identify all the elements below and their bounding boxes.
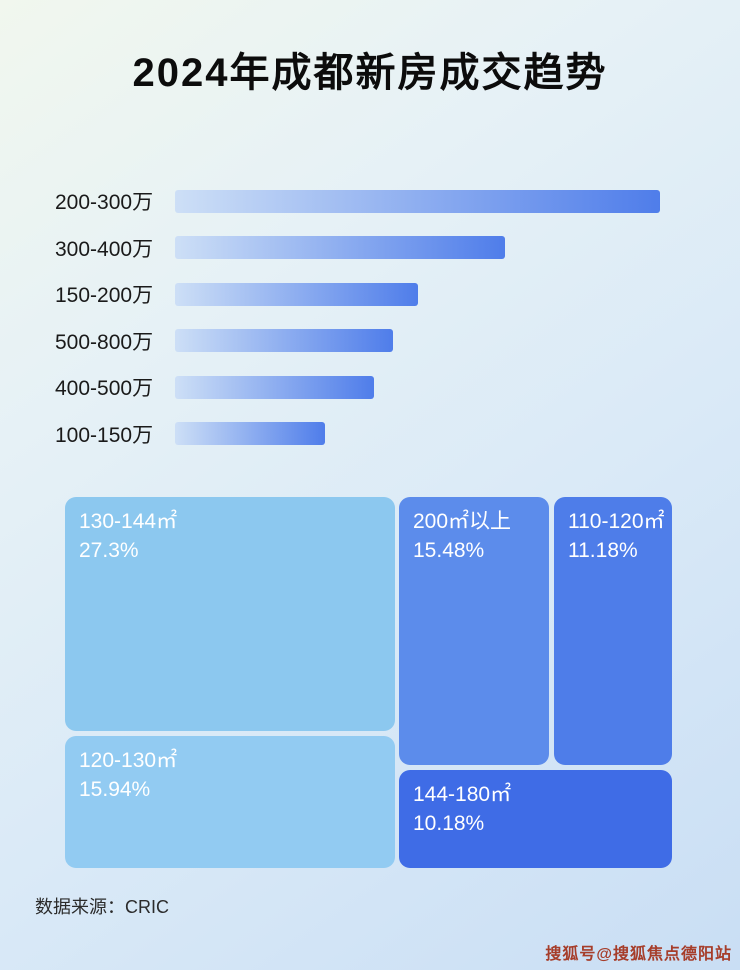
bar-fill: [175, 189, 660, 213]
treemap-value: 15.94%: [79, 778, 151, 802]
bar-track: [175, 189, 660, 213]
treemap-label: 144-180㎡: [413, 783, 512, 806]
bar-row: 200-300万: [55, 178, 685, 225]
bar-category-label: 300-400万: [55, 237, 154, 261]
treemap-label: 200㎡以上: [413, 510, 512, 533]
watermark: 搜狐号@搜狐焦点德阳站: [545, 946, 732, 963]
bar-track: [175, 282, 660, 306]
bar-category-label: 150-200万: [55, 284, 154, 308]
bar-row: 100-150万: [55, 411, 685, 458]
bar-category-label: 200-300万: [55, 191, 154, 215]
bar-category-label: 100-150万: [55, 423, 154, 447]
bar-fill: [175, 236, 505, 260]
treemap-block-130-144: 130-144㎡ 27.3%: [65, 497, 395, 731]
treemap-block-144-180: 144-180㎡ 10.18%: [399, 770, 672, 868]
treemap-label: 120-130㎡: [79, 749, 178, 772]
treemap-value: 27.3%: [79, 539, 139, 563]
bar-fill: [175, 282, 418, 306]
treemap-value: 15.48%: [413, 539, 485, 563]
bar-track: [175, 236, 660, 260]
bar-chart: 200-300万 300-400万 150-200万 500-800万 400-…: [55, 178, 685, 457]
treemap-block-120-130: 120-130㎡ 15.94%: [65, 736, 395, 868]
treemap-block-200-plus: 200㎡以上 15.48%: [399, 497, 549, 765]
bar-fill: [175, 329, 394, 353]
bar-row: 150-200万: [55, 271, 685, 318]
page-title: 2024年成都新房成交趋势: [132, 51, 608, 95]
treemap: 130-144㎡ 27.3% 200㎡以上 15.48% 110-120㎡ 11…: [65, 497, 672, 868]
treemap-label: 110-120㎡: [568, 510, 665, 533]
bar-row: 500-800万: [55, 318, 685, 365]
treemap-value: 10.18%: [413, 812, 485, 836]
treemap-block-110-120: 110-120㎡ 11.18%: [554, 497, 672, 765]
bar-track: [175, 422, 660, 446]
treemap-label: 130-144㎡: [79, 510, 178, 533]
bar-track: [175, 329, 660, 353]
bar-fill: [175, 375, 374, 399]
bar-category-label: 400-500万: [55, 377, 154, 401]
bar-track: [175, 375, 660, 399]
bar-row: 300-400万: [55, 225, 685, 272]
data-source-label: 数据来源：CRIC: [35, 897, 169, 917]
bar-row: 400-500万: [55, 364, 685, 411]
bar-category-label: 500-800万: [55, 330, 154, 354]
treemap-value: 11.18%: [568, 539, 638, 563]
bar-fill: [175, 422, 326, 446]
